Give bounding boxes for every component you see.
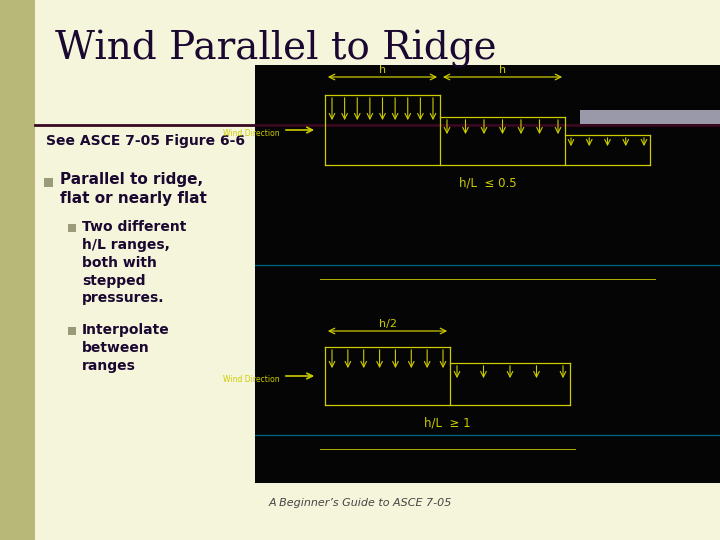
- Text: See ASCE 7-05 Figure 6-6: See ASCE 7-05 Figure 6-6: [46, 134, 245, 148]
- Text: h/L  ≤ 0.5: h/L ≤ 0.5: [459, 177, 516, 190]
- Text: Wind Direction: Wind Direction: [223, 375, 280, 384]
- Bar: [580, 110, 720, 124]
- Bar: [44, 178, 53, 187]
- Text: Wind Parallel to Ridge: Wind Parallel to Ridge: [55, 30, 497, 68]
- Text: Parallel to ridge,
flat or nearly flat: Parallel to ridge, flat or nearly flat: [60, 172, 207, 206]
- Text: h: h: [379, 65, 386, 75]
- Bar: [68, 224, 76, 232]
- Text: A Beginner’s Guide to ASCE 7-05: A Beginner’s Guide to ASCE 7-05: [269, 498, 451, 508]
- Text: Two different
h/L ranges,
both with
stepped
pressures.: Two different h/L ranges, both with step…: [82, 220, 186, 306]
- Text: Wind Direction: Wind Direction: [223, 130, 280, 138]
- Text: Interpolate
between
ranges: Interpolate between ranges: [82, 323, 170, 373]
- Text: h/L  ≥ 1: h/L ≥ 1: [424, 417, 471, 430]
- Bar: [0, 0, 35, 540]
- Bar: [255, 65, 720, 483]
- Bar: [68, 327, 76, 335]
- Text: h/2: h/2: [379, 319, 397, 329]
- Text: h: h: [499, 65, 506, 75]
